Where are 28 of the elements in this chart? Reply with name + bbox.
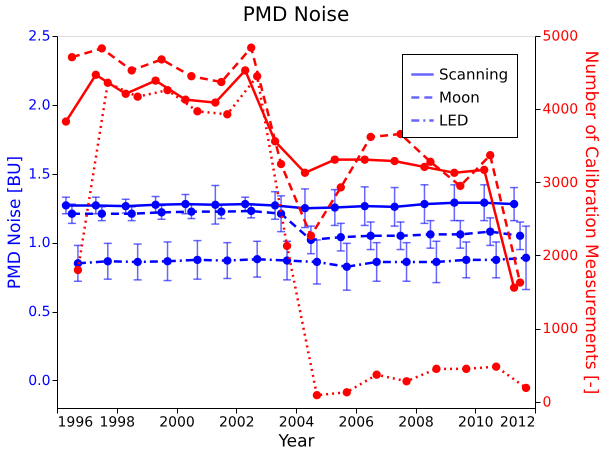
y-axis-title: PMD Noise [BU] — [5, 156, 26, 290]
x-tick-label: 1996 — [58, 414, 94, 430]
x-tick-label: 2012 — [500, 414, 536, 430]
x-tick-label: 1998 — [99, 414, 136, 430]
legend-label: Scanning — [439, 66, 508, 84]
x-tick-label: 2006 — [338, 414, 374, 430]
y2-tick-label: 2000 — [542, 248, 578, 264]
y-tick-label: 0.0 — [28, 372, 50, 389]
x-tick-label: 2004 — [278, 414, 314, 430]
chart-title: PMD Noise — [242, 2, 350, 26]
y-tick-label: 1.5 — [28, 166, 50, 182]
y2-tick-label: 4000 — [542, 102, 578, 118]
legend-label: LED — [439, 112, 468, 130]
y2-tick-label: 5000 — [542, 28, 578, 44]
y2-tick-label: 1000 — [542, 321, 578, 338]
x-axis-title: Year — [278, 432, 315, 452]
y-tick-label: 0.5 — [28, 304, 50, 320]
y2-tick-label: 3000 — [542, 174, 578, 191]
y-tick-label: 1.0 — [28, 235, 50, 252]
x-tick-label: 2008 — [398, 414, 434, 430]
y2-tick-label: 0 — [542, 394, 552, 410]
y-tick-label: 2.5 — [28, 28, 50, 44]
legend-label: Moon — [439, 88, 480, 106]
y2-axis-title: Number of Calibration Measurements [-] — [581, 50, 602, 394]
x-tick-label: 2010 — [458, 414, 494, 430]
x-tick-label: 2000 — [159, 414, 195, 430]
x-tick-label: 2002 — [218, 414, 255, 430]
y-tick-label: 2.0 — [28, 97, 50, 114]
